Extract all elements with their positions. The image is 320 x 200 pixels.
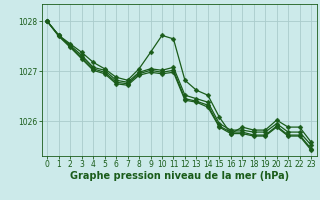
X-axis label: Graphe pression niveau de la mer (hPa): Graphe pression niveau de la mer (hPa) xyxy=(70,171,289,181)
